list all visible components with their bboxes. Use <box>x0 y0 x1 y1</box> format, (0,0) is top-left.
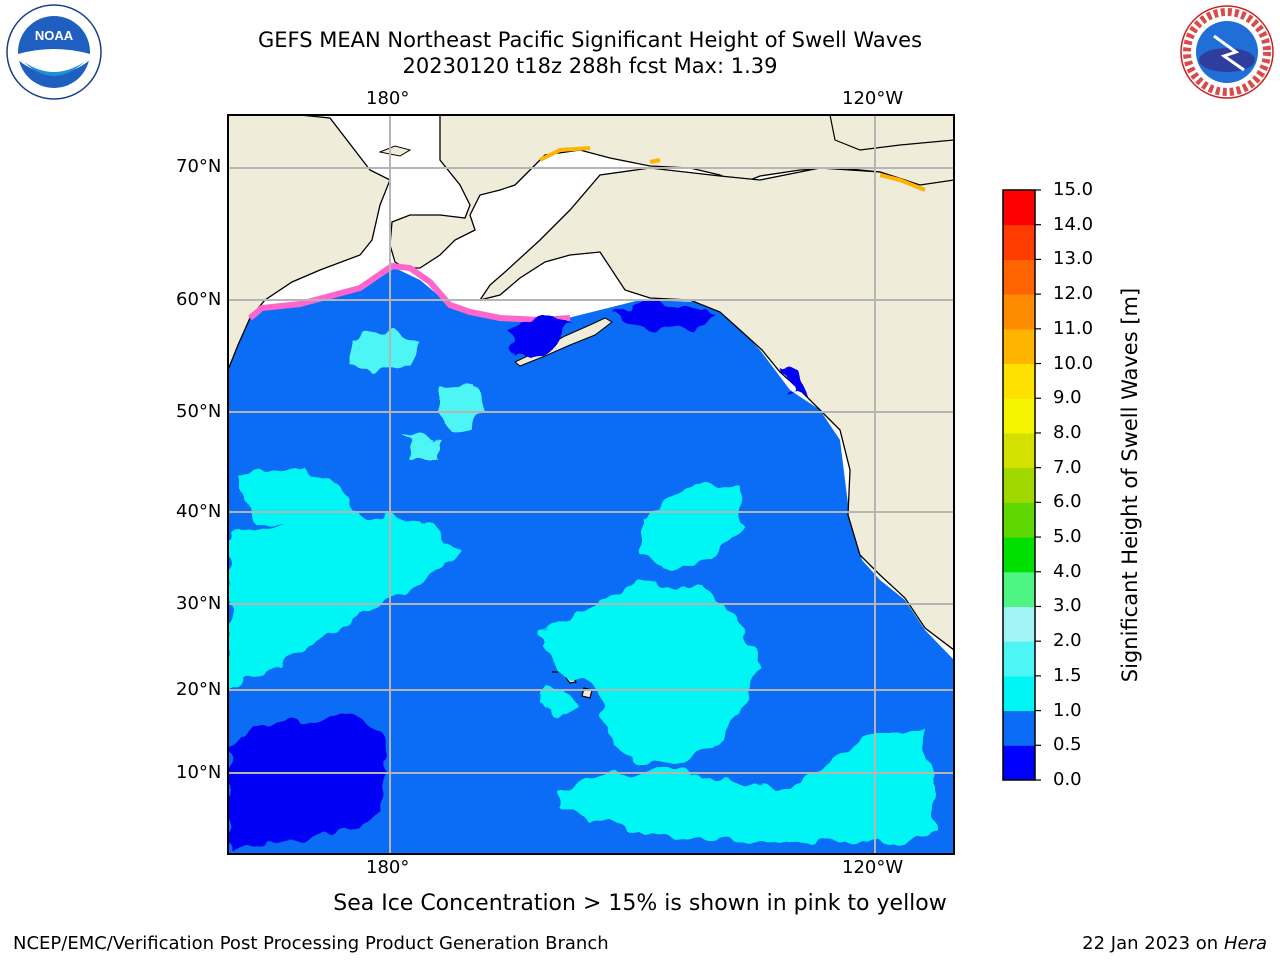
colorbar-band <box>1003 502 1035 538</box>
colorbar-tick-label: 4.0 <box>1053 560 1082 582</box>
lat-label-50n: 50°N <box>176 401 222 422</box>
colorbar-tick-label: 12.0 <box>1053 283 1094 305</box>
colorbar-tick-label: 9.0 <box>1053 387 1082 409</box>
colorbar-tick-label: 8.0 <box>1053 421 1082 443</box>
lat-label-40n: 40°N <box>176 501 222 522</box>
colorbar-frame <box>1002 189 1036 781</box>
svg-text:NOAA: NOAA <box>35 28 74 43</box>
footer-date: 22 Jan 2023 on Hera <box>1082 933 1267 954</box>
sea-ice-edge-north <box>539 146 926 192</box>
colorbar-tick-label: 10.0 <box>1053 352 1094 374</box>
chukotka-landmass <box>228 115 391 371</box>
sea-ice-note: Sea Ice Concentration > 15% is shown in … <box>333 891 947 916</box>
colorbar-tick-label: 7.0 <box>1053 456 1082 478</box>
lat-label-70n: 70°N <box>176 156 222 177</box>
colorbar-band <box>1003 467 1035 503</box>
lon-label-top-180: 180° <box>366 88 410 109</box>
lat-label-10n: 10°N <box>176 762 222 783</box>
hawaii-islands <box>552 671 593 699</box>
footer-branch: NCEP/EMC/Verification Post Processing Pr… <box>13 933 609 954</box>
colorbar-tick-label: 5.0 <box>1053 526 1082 548</box>
lon-label-bottom-180: 180° <box>366 857 410 878</box>
colorbar-band <box>1003 745 1035 781</box>
colorbar-tick-label: 14.0 <box>1053 213 1094 235</box>
colorbar-band <box>1003 432 1035 469</box>
graticule <box>228 115 954 854</box>
map-area <box>228 115 954 854</box>
colorbar-band <box>1003 259 1035 295</box>
noaa-logo: NOAA <box>6 4 102 100</box>
lon-label-bottom-120w: 120°W <box>842 857 904 878</box>
colorbar-tick-label: 2.0 <box>1053 630 1082 652</box>
colorbar-band <box>1003 641 1035 677</box>
colorbar-tick-label: 6.0 <box>1053 491 1082 513</box>
alaska-peninsula <box>478 167 954 651</box>
colorbar-tick-label: 11.0 <box>1053 317 1094 339</box>
colorbar-band <box>1003 710 1035 746</box>
ocean-field <box>228 268 954 854</box>
colorbar-band <box>1003 537 1035 573</box>
lat-label-20n: 20°N <box>176 679 222 700</box>
colorbar-band <box>1003 190 1035 226</box>
colorbar-tick-label: 1.5 <box>1053 664 1082 686</box>
colorbar-tick-label: 15.0 <box>1053 179 1094 200</box>
chart-title: GEFS MEAN Northeast Pacific Significant … <box>257 28 923 52</box>
colorbar-tick-label: 13.0 <box>1053 248 1094 270</box>
sea-ice-edge <box>248 262 571 324</box>
lon-label-top-120w: 120°W <box>842 88 904 109</box>
colorbar-band <box>1003 606 1035 642</box>
colorbar <box>1003 189 1041 781</box>
colorbar-band <box>1003 224 1035 260</box>
colorbar-band <box>1003 398 1035 434</box>
canada-arctic <box>829 115 954 151</box>
chart-subtitle: 20230120 t18z 288h fcst Max: 1.39 <box>402 54 778 78</box>
nws-logo <box>1180 5 1274 99</box>
lat-label-60n: 60°N <box>176 289 222 310</box>
map-frame <box>227 114 955 855</box>
lat-label-30n: 30°N <box>176 593 222 614</box>
colorbar-band <box>1003 675 1035 712</box>
colorbar-tick-label: 1.0 <box>1053 699 1082 721</box>
colorbar-tick-label: 0.0 <box>1053 769 1082 790</box>
colorbar-band <box>1003 328 1035 365</box>
colorbar-tick-label: 0.5 <box>1053 734 1082 756</box>
colorbar-band <box>1003 363 1035 399</box>
colorbar-tick-label: 3.0 <box>1053 595 1082 617</box>
colorbar-band <box>1003 294 1035 330</box>
colorbar-label: Significant Height of Swell Waves [m] <box>1118 287 1142 683</box>
moderate-swell-regions <box>228 330 935 845</box>
colorbar-band <box>1003 571 1035 607</box>
low-swell-regions <box>228 304 806 850</box>
